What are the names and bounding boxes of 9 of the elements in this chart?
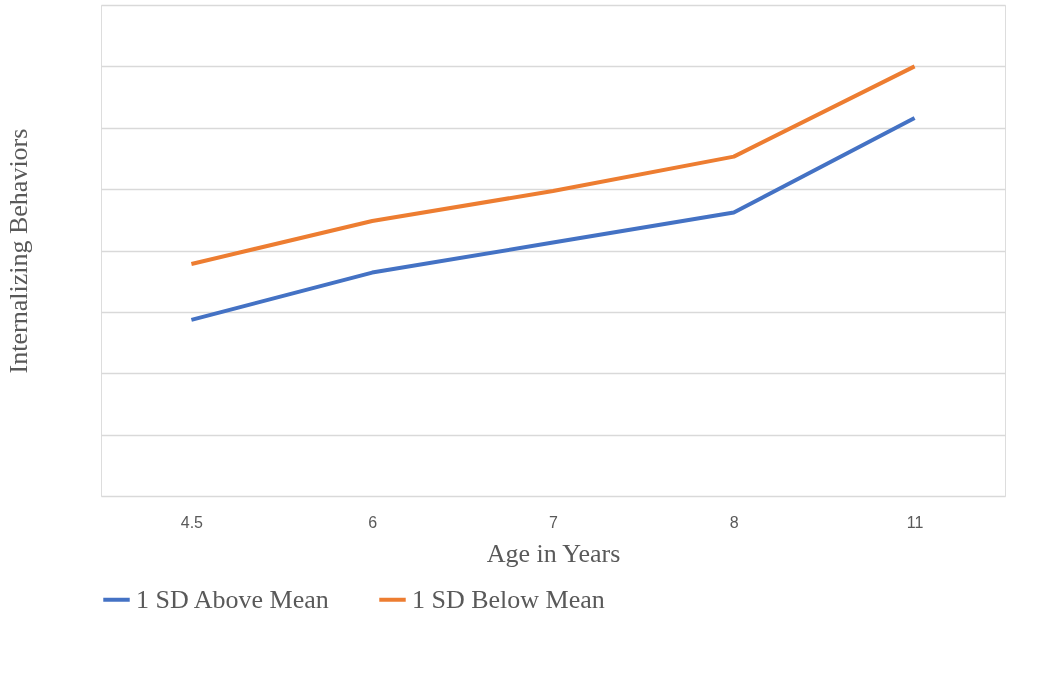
x-tick-label: 4.5 xyxy=(180,513,204,531)
x-axis-title: Age in Years xyxy=(486,538,621,568)
x-tick-label: 7 xyxy=(549,513,559,531)
x-tick-label: 8 xyxy=(729,513,739,531)
legend-label: 1 SD Below Mean xyxy=(412,584,605,614)
y-axis-title: Internalizing Behaviors xyxy=(3,128,33,374)
x-tick-label: 6 xyxy=(368,513,378,531)
x-tick-label: 11 xyxy=(906,513,924,531)
legend-label: 1 SD Above Mean xyxy=(136,584,329,614)
